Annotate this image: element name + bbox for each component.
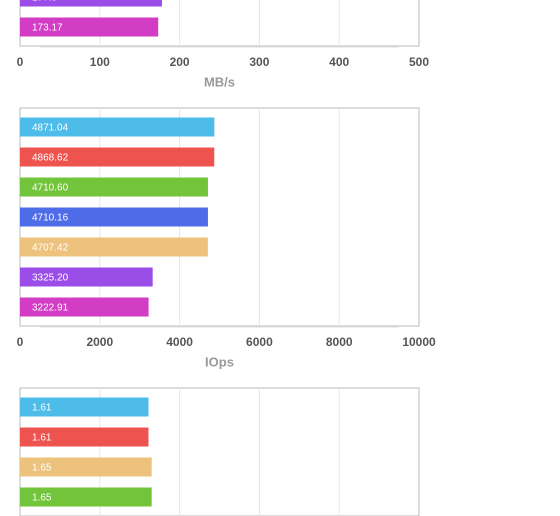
x-tick-label: 0 <box>17 55 24 69</box>
value-label: 173.17 <box>32 23 63 34</box>
value-label: 3325.20 <box>32 273 69 284</box>
x-tick-label: 0 <box>17 335 24 349</box>
value-label: 177.9 <box>32 0 57 4</box>
value-label: 4868.62 <box>32 153 69 164</box>
bar <box>20 267 153 287</box>
bar <box>20 177 208 197</box>
x-tick-label: 2000 <box>86 335 113 349</box>
value-label: 1.65 <box>32 463 52 474</box>
x-tick-label: 400 <box>329 55 349 69</box>
value-label: 3222.91 <box>32 303 69 314</box>
value-label: 4707.42 <box>32 243 69 254</box>
x-tick-label: 4000 <box>166 335 193 349</box>
bar <box>20 147 215 167</box>
x-axis-title: IOps <box>205 354 234 369</box>
bar <box>20 397 149 417</box>
x-tick-label: 300 <box>249 55 269 69</box>
x-tick-label: 100 <box>90 55 110 69</box>
value-label: 1.61 <box>32 403 52 414</box>
value-label: 4871.04 <box>32 123 69 134</box>
x-axis-title: MB/s <box>204 74 235 89</box>
bar <box>20 117 215 137</box>
bar <box>20 207 208 227</box>
bar <box>20 457 152 477</box>
value-label: 1.61 <box>32 433 52 444</box>
value-label: 4710.60 <box>32 183 69 194</box>
value-label: 1.65 <box>32 493 52 504</box>
bar <box>20 297 149 317</box>
value-label: 4710.16 <box>32 213 69 224</box>
bar <box>20 17 159 37</box>
x-tick-label: 200 <box>170 55 190 69</box>
bar <box>20 487 152 507</box>
x-tick-label: 8000 <box>326 335 353 349</box>
bar <box>20 427 149 447</box>
x-tick-label: 10000 <box>402 335 436 349</box>
bar <box>20 237 208 257</box>
x-tick-label: 6000 <box>246 335 273 349</box>
x-tick-label: 500 <box>409 55 429 69</box>
bar <box>20 0 162 7</box>
